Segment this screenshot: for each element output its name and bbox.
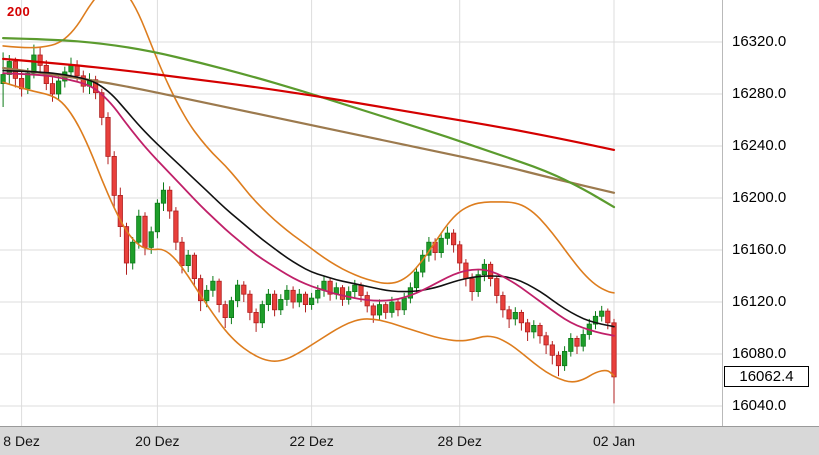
ma-magenta [2,72,615,337]
price-axis: 16062.4 16320.0 16280.0 16240.0 16200.0 1616… [722,0,819,426]
bollinger-upper [2,0,615,294]
bollinger-lower [2,81,615,383]
date-tick-label: 20 Dez [135,433,180,449]
price-tick-label: 16040.0 [732,396,787,414]
price-tick-label: 16320.0 [732,32,787,50]
date-tick-label: 8 Dez [3,433,40,449]
ma-200 [2,57,616,151]
chart-canvas[interactable] [0,0,722,426]
price-tick-label: 16160.0 [732,240,787,258]
ma-green [2,37,616,209]
price-tick-label: 16120.0 [732,292,787,310]
date-tick-label: 22 Dez [289,433,334,449]
price-tick-label: 16240.0 [732,136,787,154]
candlestick-chart[interactable]: 200 [0,0,722,426]
price-tick-label: 16200.0 [732,188,787,206]
last-price-badge: 16062.4 [724,365,809,387]
ma-brown [2,66,616,194]
ma-black [2,69,615,328]
price-tick-label: 16080.0 [732,344,787,362]
date-tick-label: 28 Dez [437,433,482,449]
date-tick-label: 02 Jan [592,433,636,449]
price-tick-label: 16280.0 [732,84,787,102]
time-axis: 8 Dez 20 Dez 22 Dez 28 Dez 02 Jan [0,426,819,455]
